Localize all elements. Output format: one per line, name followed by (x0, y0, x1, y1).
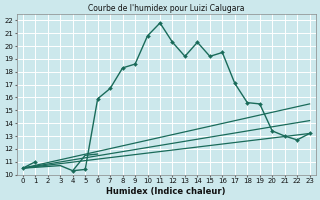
X-axis label: Humidex (Indice chaleur): Humidex (Indice chaleur) (107, 187, 226, 196)
Title: Courbe de l'humidex pour Luizi Calugara: Courbe de l'humidex pour Luizi Calugara (88, 4, 244, 13)
